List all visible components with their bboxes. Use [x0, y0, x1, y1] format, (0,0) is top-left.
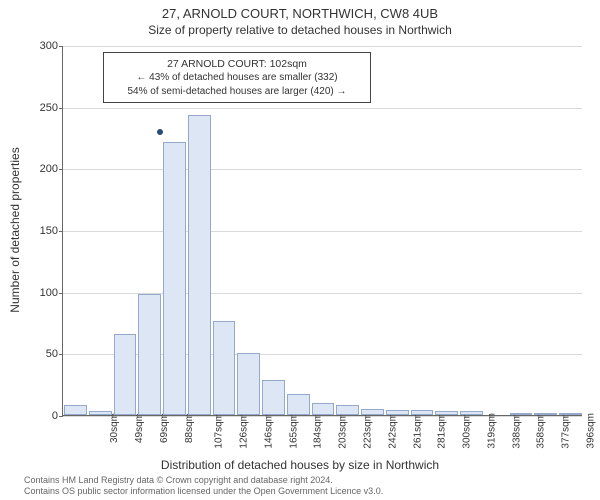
x-tick-label: 358sqm [536, 413, 547, 449]
bar [262, 380, 285, 415]
grid-line [63, 46, 582, 47]
grid-line [63, 108, 582, 109]
bar [336, 405, 359, 415]
y-tick-label: 150 [28, 225, 58, 237]
y-tick-mark [59, 293, 63, 294]
x-tick-label: 396sqm [585, 413, 596, 449]
plot-area: 30sqm49sqm69sqm88sqm107sqm126sqm146sqm16… [62, 46, 582, 416]
bar [460, 411, 483, 415]
grid-line [63, 169, 582, 170]
title-main: 27, ARNOLD COURT, NORTHWICH, CW8 4UB [0, 0, 600, 21]
x-tick-label: 261sqm [412, 413, 423, 449]
x-tick-label: 30sqm [109, 413, 120, 443]
bar [138, 294, 161, 415]
x-tick-label: 184sqm [313, 413, 324, 449]
callout-line3: 54% of semi-detached houses are larger (… [112, 85, 362, 99]
bar [64, 405, 87, 415]
y-tick-label: 300 [28, 40, 58, 52]
bar [312, 403, 335, 415]
y-tick-mark [59, 46, 63, 47]
y-tick-mark [59, 416, 63, 417]
y-axis-label: Number of detached properties [8, 147, 22, 312]
bar [411, 410, 434, 415]
bar [435, 411, 458, 415]
bar [213, 321, 236, 415]
callout-box: 27 ARNOLD COURT: 102sqm← 43% of detached… [103, 52, 371, 103]
footer: Contains HM Land Registry data © Crown c… [24, 475, 592, 498]
grid-line [63, 231, 582, 232]
x-tick-label: 88sqm [184, 413, 195, 443]
x-tick-label: 107sqm [214, 413, 225, 449]
y-tick-label: 250 [28, 102, 58, 114]
x-tick-label: 377sqm [561, 413, 572, 449]
y-tick-label: 50 [28, 348, 58, 360]
y-tick-label: 0 [28, 410, 58, 422]
bar [559, 413, 582, 415]
callout-line1: 27 ARNOLD COURT: 102sqm [112, 57, 362, 71]
x-tick-label: 338sqm [511, 413, 522, 449]
x-tick-label: 223sqm [363, 413, 374, 449]
footer-line1: Contains HM Land Registry data © Crown c… [24, 475, 592, 487]
x-tick-label: 242sqm [387, 413, 398, 449]
x-axis-label: Distribution of detached houses by size … [0, 458, 600, 472]
bar [237, 353, 260, 415]
title-sub: Size of property relative to detached ho… [0, 21, 600, 37]
bar [287, 394, 310, 415]
x-tick-label: 203sqm [338, 413, 349, 449]
highlight-marker [157, 129, 163, 135]
x-tick-label: 126sqm [239, 413, 250, 449]
x-tick-label: 281sqm [437, 413, 448, 449]
x-tick-label: 69sqm [159, 413, 170, 443]
y-tick-label: 100 [28, 287, 58, 299]
y-tick-mark [59, 231, 63, 232]
y-tick-label: 200 [28, 163, 58, 175]
bar [361, 409, 384, 415]
y-tick-mark [59, 354, 63, 355]
bar [114, 334, 137, 415]
bar [386, 410, 409, 415]
y-tick-mark [59, 169, 63, 170]
bar [534, 413, 557, 415]
bar [89, 411, 112, 415]
bar [163, 142, 186, 415]
callout-line2: ← 43% of detached houses are smaller (33… [112, 71, 362, 85]
bar [510, 413, 533, 415]
x-tick-label: 49sqm [134, 413, 145, 443]
y-tick-mark [59, 108, 63, 109]
x-tick-label: 300sqm [462, 413, 473, 449]
footer-line2: Contains OS public sector information li… [24, 486, 592, 498]
x-tick-label: 146sqm [264, 413, 275, 449]
x-tick-label: 319sqm [486, 413, 497, 449]
x-tick-label: 165sqm [288, 413, 299, 449]
bar [188, 115, 211, 415]
